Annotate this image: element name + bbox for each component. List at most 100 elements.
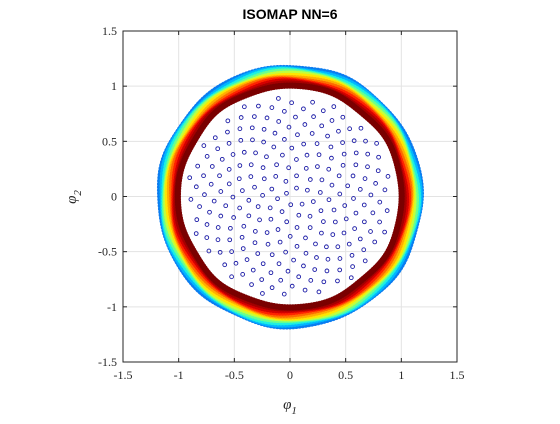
interior-point	[223, 203, 229, 209]
interior-point	[273, 174, 279, 179]
interior-point	[309, 131, 315, 136]
interior-point	[362, 219, 367, 225]
interior-point	[294, 225, 300, 230]
interior-point	[252, 229, 258, 234]
ring-point	[329, 89, 336, 97]
interior-point	[324, 268, 330, 274]
interior-point	[336, 128, 341, 134]
interior-point	[204, 235, 210, 240]
interior-point	[229, 249, 234, 254]
interior-point	[244, 257, 250, 262]
interior-point	[276, 119, 282, 124]
interior-point	[329, 155, 334, 161]
interior-point	[319, 230, 324, 236]
interior-point	[302, 287, 308, 293]
interior-point	[193, 184, 199, 190]
y-tick-label: 0.5	[102, 134, 117, 148]
interior-point	[357, 187, 363, 192]
interior-point	[315, 164, 320, 169]
interior-point	[319, 123, 325, 129]
interior-point	[264, 230, 270, 235]
interior-point	[201, 143, 207, 148]
interior-point	[382, 187, 388, 193]
interior-point	[240, 188, 245, 193]
interior-point	[352, 226, 357, 231]
interior-point	[343, 216, 349, 222]
interior-point	[269, 105, 275, 110]
interior-point	[314, 141, 320, 146]
interior-point	[384, 208, 390, 213]
interior-point	[342, 203, 348, 208]
interior-point	[340, 162, 346, 168]
interior-point	[312, 267, 318, 272]
interior-point	[303, 250, 309, 256]
interior-point	[361, 202, 367, 208]
interior-point	[363, 138, 368, 144]
interior-point	[347, 126, 352, 132]
interior-point	[211, 198, 217, 204]
interior-point	[368, 229, 373, 234]
interior-point	[229, 274, 234, 280]
x-tick-label: 1.5	[450, 368, 465, 382]
interior-point	[193, 231, 199, 236]
interior-point	[365, 151, 371, 157]
interior-point	[318, 208, 324, 214]
interior-point	[307, 177, 313, 182]
interior-point	[218, 213, 224, 219]
interior-point	[284, 190, 289, 196]
interior-point	[249, 282, 254, 287]
interior-point	[237, 205, 243, 211]
interior-point	[299, 201, 305, 207]
interior-point	[305, 187, 310, 193]
interior-point	[345, 183, 351, 189]
interior-point	[237, 126, 243, 132]
interior-point	[236, 176, 242, 182]
interior-point	[314, 255, 319, 260]
interior-point	[197, 204, 202, 209]
y-tick-label: -0.5	[98, 245, 117, 259]
interior-point	[195, 163, 201, 169]
interior-point	[264, 115, 270, 121]
interior-point	[293, 114, 298, 120]
interior-point	[368, 192, 374, 198]
interior-point	[255, 204, 261, 209]
interior-point	[294, 173, 299, 179]
interior-point	[286, 124, 292, 130]
interior-point	[215, 225, 221, 230]
y-tick-label: 1	[111, 79, 117, 93]
interior-point	[283, 249, 288, 255]
interior-point	[365, 164, 370, 170]
interior-point	[238, 137, 244, 143]
interior-point	[239, 234, 245, 240]
interior-point	[301, 141, 307, 147]
x-axis-label-sub: 1	[291, 405, 297, 417]
interior-point	[206, 248, 212, 254]
interior-point	[230, 152, 236, 157]
interior-point	[222, 262, 228, 268]
interior-point	[241, 104, 247, 110]
interior-point	[202, 192, 207, 197]
interior-point	[337, 191, 343, 197]
interior-point	[253, 150, 258, 156]
interior-point	[264, 154, 269, 160]
interior-point	[353, 162, 359, 168]
interior-point	[373, 181, 378, 186]
interior-point	[204, 154, 210, 159]
interior-point	[301, 106, 306, 112]
interior-point	[217, 249, 223, 255]
interior-point	[331, 104, 337, 109]
interior-point	[351, 196, 356, 201]
interior-point	[269, 252, 275, 258]
interior-point	[374, 141, 379, 146]
interior-point	[207, 209, 212, 215]
interior-point	[320, 108, 326, 114]
interior-point	[217, 173, 222, 179]
interior-point	[209, 164, 215, 169]
interior-point	[351, 138, 357, 144]
interior-point	[332, 219, 338, 225]
interior-point	[377, 199, 383, 205]
interior-point	[268, 270, 274, 276]
interior-point	[382, 229, 387, 235]
interior-point	[261, 139, 266, 145]
interior-point	[277, 239, 283, 245]
